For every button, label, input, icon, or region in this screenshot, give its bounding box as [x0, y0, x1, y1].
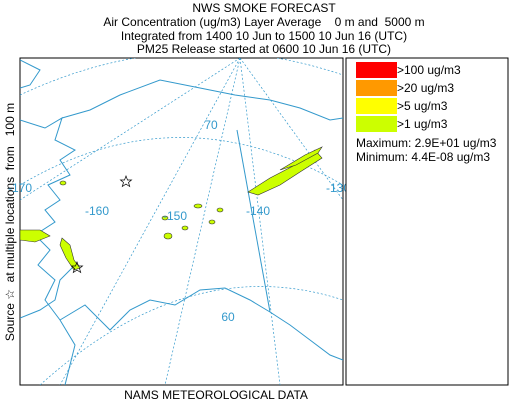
graticule	[20, 58, 343, 96]
map-label: 70	[204, 118, 218, 132]
smoke-plume	[216, 207, 224, 213]
legend-swatch	[356, 80, 397, 96]
source-star	[119, 175, 133, 188]
map: 70 -170 -160 -150 -140 -130 60	[8, 57, 350, 386]
legend: >100 ug/m3 >20 ug/m3 >5 ug/m3 >1 ug/m3 Maxi…	[345, 57, 509, 386]
map-label: -150	[163, 209, 187, 223]
legend-swatch	[356, 116, 397, 132]
border	[236, 129, 271, 313]
legend-maximum: Maximum: 2.9E+01 ug/m3	[356, 136, 497, 150]
footer: NAMS METEOROLOGICAL DATA	[124, 388, 308, 401]
legend-label: >1 ug/m3	[397, 117, 448, 131]
smoke-plume	[163, 232, 173, 240]
smoke-plume	[279, 146, 323, 171]
title: NWS SMOKE FORECAST	[192, 1, 336, 15]
map-labels: 70 -170 -160 -150 -140 -130 60	[8, 118, 350, 324]
subtitle: PM25 Release started at 0600 10 Jun 16 (…	[137, 42, 391, 56]
map-label: -130	[326, 181, 350, 195]
smoke-plume	[193, 203, 203, 209]
graticule	[239, 58, 281, 385]
legend-swatch	[356, 62, 397, 78]
map-label: 60	[221, 310, 235, 324]
coastline	[20, 59, 41, 89]
coastline	[20, 116, 76, 385]
smoke-plume	[59, 180, 67, 186]
legend-items: >100 ug/m3 >20 ug/m3 >5 ug/m3 >1 ug/m3	[356, 62, 461, 132]
legend-swatch	[356, 98, 397, 114]
coastline	[59, 287, 343, 361]
coastline	[20, 264, 76, 319]
smoke-plume	[161, 215, 169, 221]
source-star	[70, 261, 84, 274]
coastline	[61, 79, 343, 121]
legend-label: >20 ug/m3	[397, 81, 454, 95]
map-label: -170	[8, 181, 32, 195]
legend-label: >100 ug/m3	[397, 63, 461, 77]
legend-label: >5 ug/m3	[397, 99, 448, 113]
smoke-plume	[20, 229, 51, 243]
subtitle: Air Concentration (ug/m3) Layer Average …	[103, 15, 424, 29]
smoke-plume	[59, 237, 81, 271]
side-label: Source ☆ at multiple locations from 100 …	[3, 103, 17, 341]
map-label: -140	[246, 204, 270, 218]
graticule	[39, 286, 343, 385]
legend-minimum: Minimum: 4.4E-08 ug/m3	[356, 150, 490, 164]
subtitle: Integrated from 1400 10 Jun to 1500 10 J…	[121, 29, 407, 43]
smoke-plume	[181, 225, 189, 231]
graticule	[239, 58, 343, 201]
smoke-plume	[208, 219, 216, 225]
map-label: -160	[85, 204, 109, 218]
map-frame	[19, 57, 344, 386]
